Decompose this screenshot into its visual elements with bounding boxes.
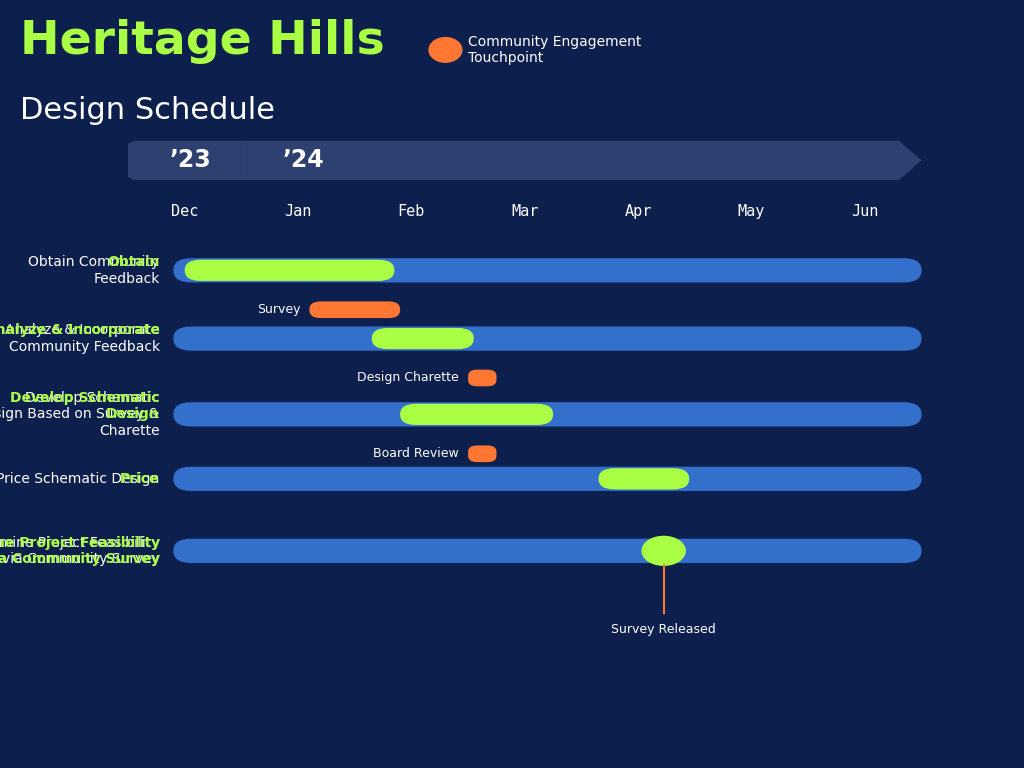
Text: Design Schedule: Design Schedule <box>20 96 275 125</box>
Text: Apr: Apr <box>625 204 652 220</box>
FancyBboxPatch shape <box>372 328 474 349</box>
Text: Obtain: Obtain <box>108 255 160 269</box>
Text: Dec: Dec <box>171 204 199 220</box>
Text: Design Based on Survey &: Design Based on Survey & <box>0 407 160 422</box>
Text: Develop Schematic: Develop Schematic <box>26 391 160 405</box>
Text: Price: Price <box>120 472 160 486</box>
FancyBboxPatch shape <box>598 468 689 489</box>
FancyBboxPatch shape <box>173 402 922 426</box>
Text: Design: Design <box>106 407 160 422</box>
Polygon shape <box>99 141 247 180</box>
Text: Survey: Survey <box>257 303 300 316</box>
Polygon shape <box>247 141 922 180</box>
Text: via Community Survey: via Community Survey <box>0 552 160 566</box>
Text: Charette: Charette <box>99 424 160 438</box>
Text: Obtain Community: Obtain Community <box>29 255 160 269</box>
Text: Price Schematic Design: Price Schematic Design <box>0 472 160 486</box>
Text: Board Review: Board Review <box>374 447 459 460</box>
FancyBboxPatch shape <box>173 326 922 351</box>
Text: Community Engagement
Touchpoint: Community Engagement Touchpoint <box>468 35 641 65</box>
FancyBboxPatch shape <box>468 369 497 386</box>
Text: via Community Survey: via Community Survey <box>2 552 160 566</box>
Text: Community Feedback: Community Feedback <box>8 340 160 354</box>
FancyBboxPatch shape <box>468 445 497 462</box>
Text: Determine Project Feasibility: Determine Project Feasibility <box>0 535 160 549</box>
Text: Develop Schematic: Develop Schematic <box>10 391 160 405</box>
FancyBboxPatch shape <box>309 301 400 318</box>
FancyBboxPatch shape <box>173 258 922 283</box>
Text: Determine Project Feasibility: Determine Project Feasibility <box>0 535 160 549</box>
FancyBboxPatch shape <box>400 404 553 425</box>
Text: Mar: Mar <box>511 204 539 220</box>
FancyBboxPatch shape <box>173 467 922 491</box>
Text: ’23: ’23 <box>170 148 211 172</box>
Text: Jun: Jun <box>851 204 879 220</box>
Text: Feb: Feb <box>397 204 425 220</box>
FancyBboxPatch shape <box>184 260 394 281</box>
Text: Analyze & Incorporate: Analyze & Incorporate <box>5 323 160 337</box>
Text: Analyze & Incorporate: Analyze & Incorporate <box>0 323 160 337</box>
Text: Feedback: Feedback <box>93 272 160 286</box>
Text: Heritage Hills: Heritage Hills <box>20 19 385 65</box>
Text: Survey Released: Survey Released <box>611 623 716 636</box>
Text: Design Charette: Design Charette <box>357 372 459 385</box>
Text: Jan: Jan <box>285 204 311 220</box>
Text: ’24: ’24 <box>283 148 325 172</box>
FancyBboxPatch shape <box>173 538 922 563</box>
Text: May: May <box>738 204 765 220</box>
Circle shape <box>642 536 685 565</box>
